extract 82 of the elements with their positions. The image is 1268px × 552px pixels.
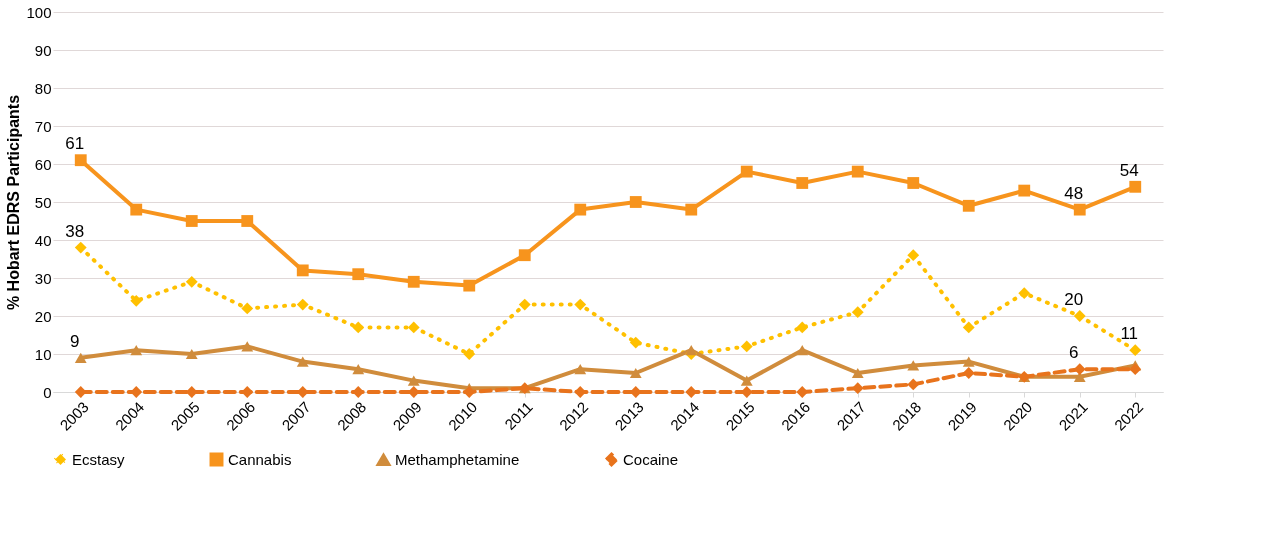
point bbox=[629, 367, 642, 379]
point bbox=[685, 203, 698, 216]
data-label: 38 bbox=[65, 221, 85, 241]
point bbox=[463, 348, 476, 360]
point bbox=[796, 177, 809, 189]
point bbox=[352, 321, 365, 334]
point bbox=[241, 215, 254, 227]
point bbox=[130, 203, 143, 216]
point bbox=[1073, 310, 1086, 322]
y-axis-title: % Hobart EDRS Participants bbox=[5, 94, 23, 311]
point bbox=[74, 154, 87, 167]
point bbox=[1018, 287, 1031, 300]
point bbox=[740, 340, 753, 353]
point bbox=[907, 378, 920, 391]
point bbox=[296, 356, 309, 367]
point bbox=[851, 367, 864, 379]
data-label: 11 bbox=[1120, 324, 1139, 344]
point bbox=[1129, 363, 1142, 376]
point bbox=[1129, 180, 1142, 193]
point bbox=[463, 386, 476, 398]
point bbox=[352, 268, 365, 281]
point bbox=[907, 360, 920, 371]
data-label: 6 bbox=[1069, 343, 1079, 363]
point bbox=[1073, 203, 1086, 216]
point bbox=[185, 215, 198, 227]
point bbox=[241, 341, 254, 352]
point bbox=[185, 275, 198, 288]
y-tick-label: 70 bbox=[34, 117, 52, 135]
point bbox=[907, 249, 920, 262]
y-tick-label: 30 bbox=[34, 269, 52, 287]
point bbox=[518, 249, 531, 262]
point bbox=[740, 165, 753, 178]
point bbox=[185, 348, 198, 360]
point bbox=[296, 264, 309, 277]
point bbox=[407, 375, 420, 386]
point bbox=[296, 298, 309, 311]
y-tick-label: 40 bbox=[34, 231, 52, 249]
y-tick-label: 90 bbox=[34, 41, 52, 59]
point bbox=[851, 306, 864, 319]
point bbox=[685, 345, 698, 356]
point bbox=[796, 345, 809, 356]
point bbox=[407, 321, 420, 334]
data-label: 54 bbox=[1119, 160, 1139, 180]
legend-label: Methamphetamine bbox=[395, 450, 520, 468]
y-tick-label: 0 bbox=[43, 383, 52, 401]
point bbox=[74, 352, 87, 363]
point bbox=[1018, 184, 1031, 197]
point bbox=[1129, 344, 1142, 357]
legend-label: Ecstasy bbox=[72, 450, 126, 468]
point bbox=[407, 275, 420, 288]
point bbox=[796, 321, 809, 334]
point bbox=[518, 298, 531, 311]
point bbox=[629, 336, 642, 349]
point bbox=[962, 367, 975, 379]
point bbox=[130, 345, 143, 356]
point bbox=[574, 298, 587, 311]
y-tick-label: 50 bbox=[34, 193, 52, 211]
point bbox=[962, 356, 975, 367]
point bbox=[740, 375, 753, 386]
y-tick-label: 80 bbox=[34, 79, 52, 97]
point bbox=[907, 177, 920, 189]
data-label: 61 bbox=[65, 134, 85, 154]
data-label: 20 bbox=[1064, 290, 1084, 309]
point bbox=[74, 241, 87, 254]
point bbox=[574, 364, 587, 375]
legend-label: Cannabis bbox=[228, 450, 292, 468]
data-label: 9 bbox=[70, 331, 80, 351]
y-tick-label: 100 bbox=[26, 3, 52, 21]
point bbox=[851, 165, 864, 178]
point bbox=[574, 203, 587, 216]
point bbox=[629, 196, 642, 208]
legend-label: Cocaine bbox=[623, 450, 679, 468]
point bbox=[130, 294, 143, 307]
y-tick-label: 10 bbox=[34, 345, 52, 363]
point bbox=[962, 321, 975, 334]
data-label: 48 bbox=[1064, 183, 1084, 203]
y-tick-label: 20 bbox=[34, 307, 52, 325]
point bbox=[962, 199, 975, 212]
point bbox=[463, 279, 476, 292]
y-tick-label: 60 bbox=[34, 155, 52, 173]
point bbox=[241, 302, 254, 315]
point bbox=[352, 364, 365, 375]
